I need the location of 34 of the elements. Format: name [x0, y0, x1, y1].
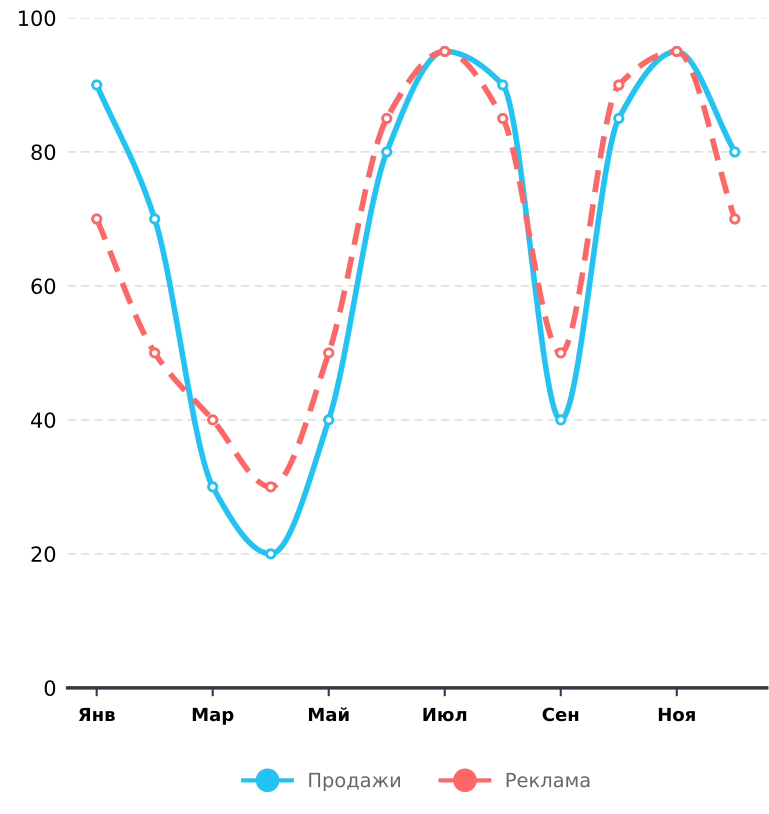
point	[555, 347, 566, 358]
y-tick-label: 100	[19, 10, 56, 26]
y-tick-label: 20	[32, 546, 56, 562]
point	[381, 112, 392, 124]
point	[207, 481, 218, 492]
legend-label: Реклама	[506, 772, 590, 788]
y-tick-label: 80	[31, 144, 56, 160]
y-tick-label: 40	[31, 412, 56, 428]
x-tick-label: Сен	[542, 708, 578, 722]
point	[91, 79, 102, 90]
point	[323, 414, 334, 426]
point	[729, 146, 740, 158]
x-tick-label: Июл	[423, 708, 466, 722]
point	[149, 213, 160, 224]
point	[497, 79, 508, 90]
point	[91, 213, 102, 224]
point	[323, 347, 334, 358]
point	[207, 414, 218, 426]
point	[265, 481, 276, 492]
x-tick-label: Май	[308, 707, 349, 722]
point	[729, 213, 740, 224]
point	[381, 146, 392, 158]
point	[613, 112, 624, 124]
x-tick-label: Мар	[192, 708, 234, 725]
point	[555, 414, 566, 426]
legend-label: Продажи	[309, 772, 400, 792]
y-tick-label: 60	[32, 278, 56, 294]
point	[265, 548, 276, 560]
x-tick-label: Янв	[78, 708, 115, 721]
point	[149, 347, 160, 358]
point	[613, 79, 624, 90]
x-tick-label: Ноя	[658, 708, 695, 722]
y-tick-label: 0	[44, 680, 56, 696]
point	[497, 112, 508, 124]
